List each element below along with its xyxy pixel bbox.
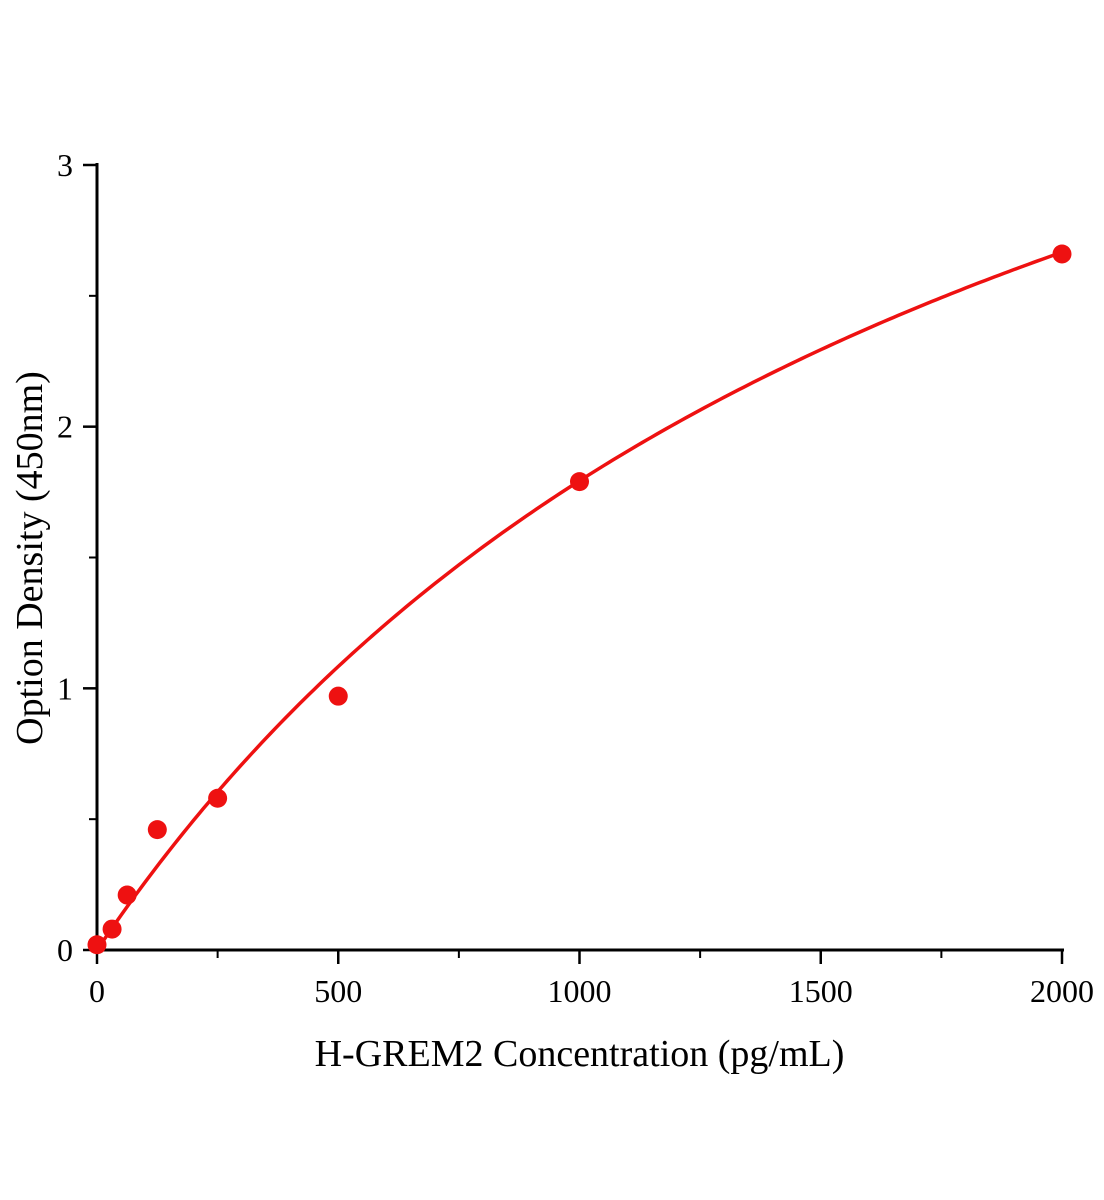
data-point: [147, 820, 167, 840]
y-tick-label: 0: [57, 932, 73, 968]
data-point: [87, 935, 107, 955]
data-point: [1052, 244, 1072, 264]
y-axis-label: Option Density (450nm): [9, 371, 51, 745]
data-point: [328, 686, 348, 706]
x-tick-label: 500: [314, 973, 362, 1009]
x-tick-label: 2000: [1030, 973, 1094, 1009]
x-tick-label: 1000: [548, 973, 612, 1009]
data-point: [102, 919, 122, 939]
y-tick-label: 3: [57, 147, 73, 183]
x-axis-label: H-GREM2 Concentration (pg/mL): [314, 1033, 845, 1075]
y-tick-label: 2: [57, 409, 73, 445]
data-point: [208, 788, 228, 808]
y-tick-label: 1: [57, 670, 73, 706]
fit-curve: [95, 250, 1064, 952]
data-point: [117, 885, 137, 905]
x-tick-label: 0: [89, 973, 105, 1009]
data-point: [570, 472, 589, 492]
x-tick-label: 1500: [789, 973, 853, 1009]
